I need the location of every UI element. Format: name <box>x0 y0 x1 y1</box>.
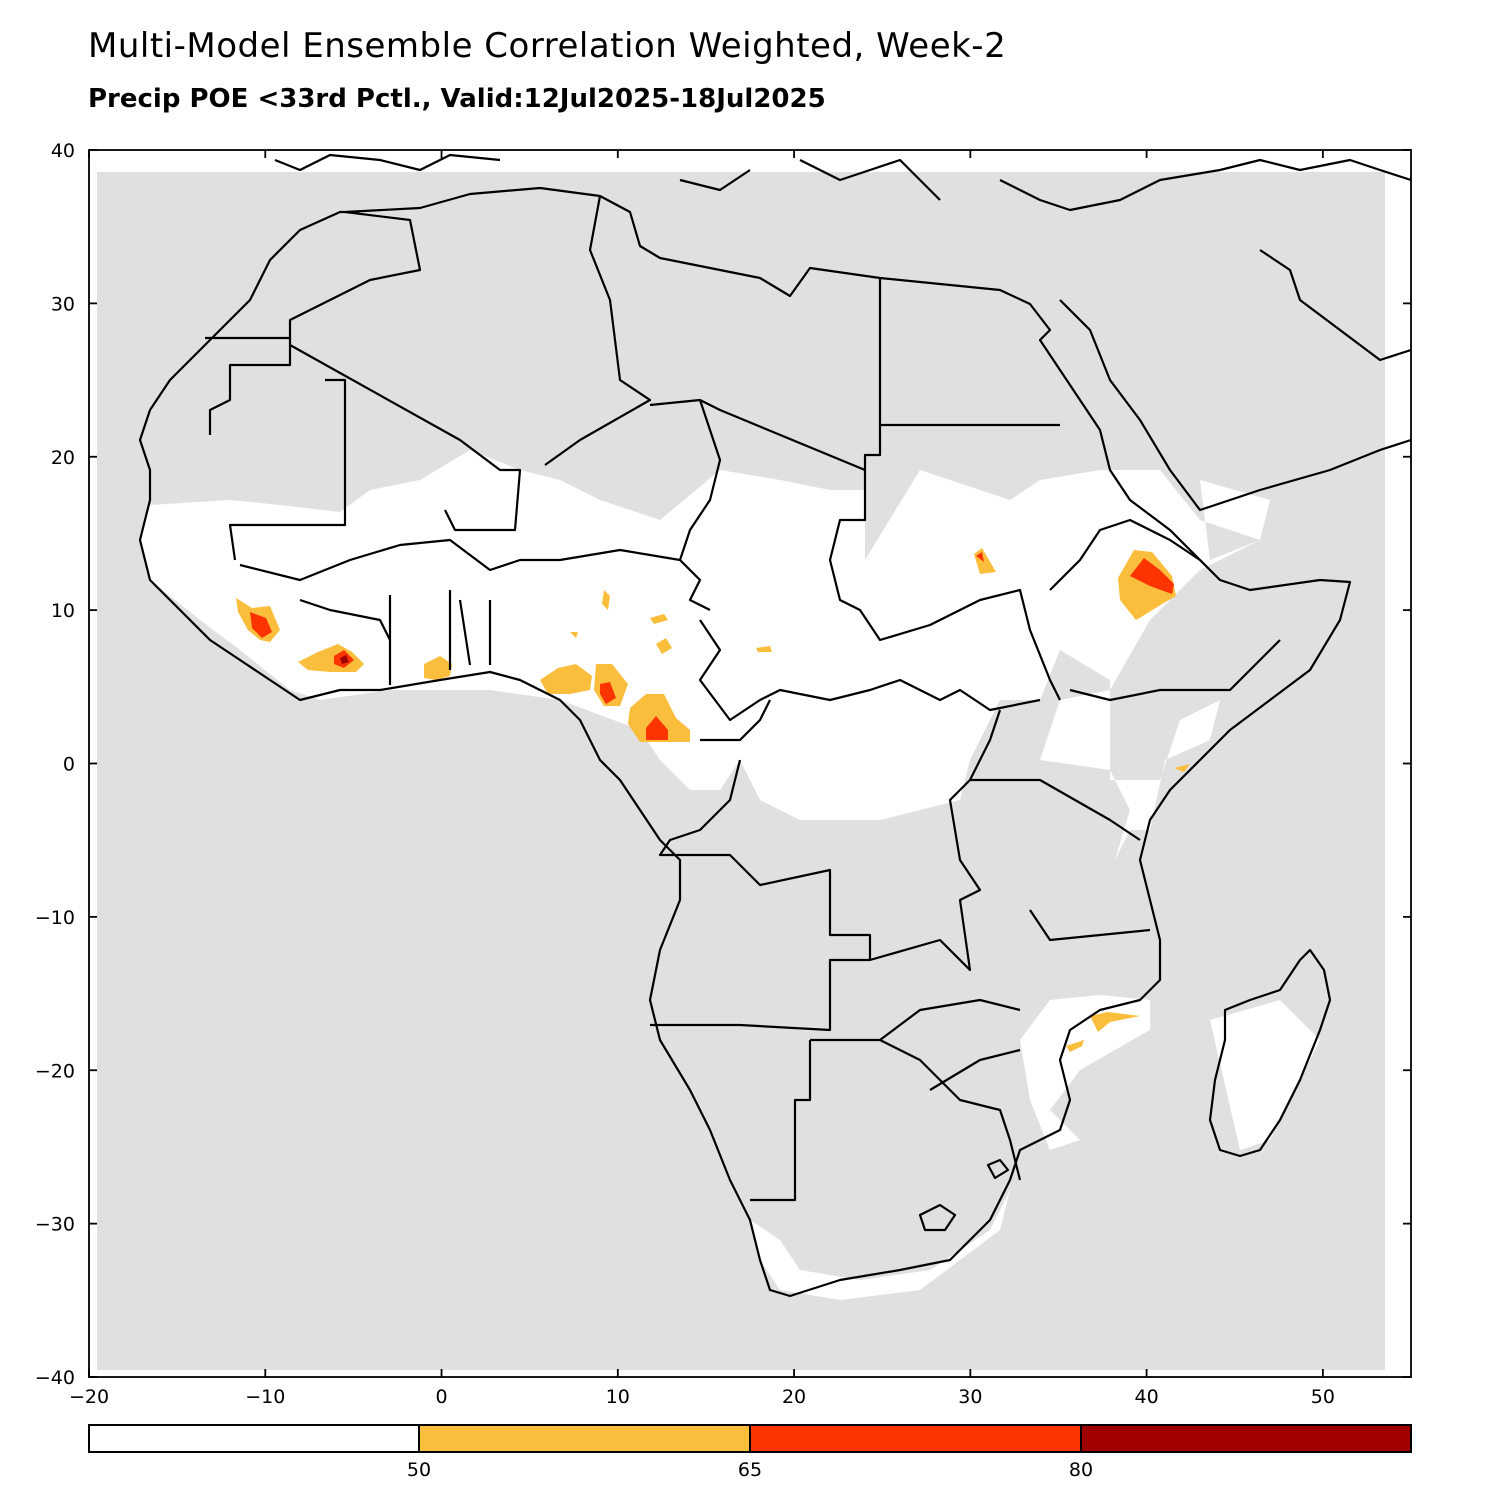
border-algeria <box>288 195 652 466</box>
contour-50-65-ethiopia <box>1118 550 1176 620</box>
contour-50-65-kenya-coast <box>1174 764 1190 772</box>
colorbar-label-65: 65 <box>738 1459 762 1481</box>
x-tick-label: −10 <box>245 1386 285 1408</box>
contour-50-65-cameroon-north <box>656 638 672 654</box>
x-tick-label: 0 <box>435 1386 447 1408</box>
y-tick-label: −20 <box>35 1060 75 1082</box>
masked-region-fill <box>97 172 1385 1370</box>
x-tick-label: −20 <box>69 1386 109 1408</box>
colorbar-label-50: 50 <box>407 1459 431 1481</box>
map-title: Multi-Model Ensemble Correlation Weighte… <box>88 26 1007 66</box>
mediterranean-north-coast <box>274 153 1412 212</box>
border-eswatini <box>986 1158 1010 1180</box>
colorbar-segment-50-65 <box>418 1424 751 1453</box>
x-tick-label: 40 <box>1135 1386 1159 1408</box>
border-west-africa <box>239 538 681 685</box>
y-tick-label: 40 <box>51 140 75 162</box>
contour-65-80-cameroon <box>646 716 668 740</box>
border-ethiopia <box>1049 518 1281 702</box>
x-tick-label: 20 <box>782 1386 806 1408</box>
contour-50-65-cameroon-east <box>756 646 772 652</box>
border-sudan <box>828 470 1061 701</box>
colorbar-segment-65-80 <box>749 1424 1082 1453</box>
contour-65-80-niger-delta <box>600 682 616 704</box>
arabia-coastline <box>1059 249 1412 512</box>
colorbar-segment-below-50 <box>88 1424 420 1453</box>
y-tick-label: −30 <box>35 1214 75 1236</box>
y-tick-label: 0 <box>63 754 75 776</box>
border-mauritania-east <box>228 378 347 561</box>
contour-50-65-cameroon <box>628 694 690 742</box>
contour-65-80-ethiopia <box>1130 558 1174 594</box>
axis-ticks <box>88 149 1411 1378</box>
border-central-africa <box>698 619 1041 722</box>
country-borders <box>205 195 1281 1232</box>
contour-50-65-nigeria-east <box>650 614 668 624</box>
africa-coastline <box>138 186 1352 1298</box>
map-subtitle: Precip POE <33rd Pctl., Valid:12Jul2025-… <box>88 84 826 114</box>
border-east-africa <box>969 709 1151 942</box>
y-tick-label: −10 <box>35 907 75 929</box>
probability-contours <box>236 548 1190 1052</box>
contour-50-65-nigeria-north <box>602 590 610 610</box>
colorbar-label-80: 80 <box>1069 1459 1093 1481</box>
colorbar: 50 65 80 <box>88 1424 1412 1481</box>
contour-50-65-mozambique-south <box>1066 1040 1084 1052</box>
contour-50-65-nigeria-southwest <box>540 664 592 694</box>
y-tick-label: −40 <box>35 1367 75 1389</box>
contour-80-cote-divoire <box>340 655 349 664</box>
axis-labels: −20 −10 0 10 20 30 40 50 40 30 20 10 0 −10 −20 −30 −40 <box>35 140 1335 1408</box>
border-niger-chad <box>678 399 722 611</box>
y-tick-label: 20 <box>51 447 75 469</box>
border-mauritania-mali <box>289 344 522 532</box>
x-tick-label: 50 <box>1311 1386 1335 1408</box>
y-tick-label: 30 <box>51 293 75 315</box>
y-tick-label: 10 <box>51 600 75 622</box>
contour-50-65-ghana <box>424 656 452 680</box>
contour-65-80-sierra-leone <box>250 612 272 638</box>
x-tick-label: 30 <box>958 1386 982 1408</box>
contour-65-80-sudan <box>976 552 984 562</box>
coastlines <box>138 153 1412 1298</box>
border-drc <box>658 699 982 972</box>
border-southern-africa <box>650 958 1022 1202</box>
contour-50-65-mozambique <box>1090 1012 1140 1032</box>
border-lesotho <box>918 1203 957 1232</box>
contour-50-65-nigeria-small <box>570 632 578 638</box>
colorbar-segment-above-80 <box>1080 1424 1412 1453</box>
x-tick-label: 10 <box>606 1386 630 1408</box>
madagascar-coastline <box>1208 948 1332 1158</box>
